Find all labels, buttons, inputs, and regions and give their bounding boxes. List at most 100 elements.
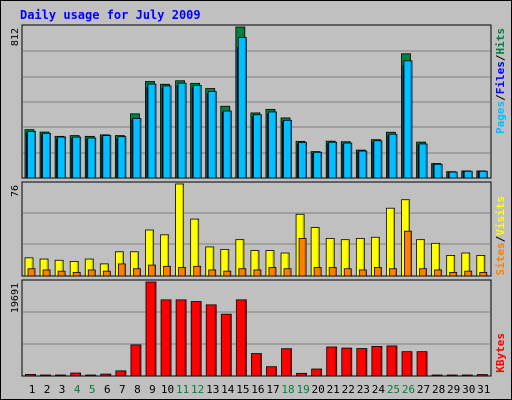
sites-bar-day-20-shade <box>319 268 321 276</box>
sites-bar-day-20 <box>313 267 322 277</box>
sites-bar-day-17-shade <box>274 268 276 276</box>
kbytes-panel-legend: KBytes <box>494 333 507 373</box>
pages-bar-day-6 <box>102 135 112 179</box>
visits-bar-day-14-shade <box>227 249 229 276</box>
pages-bar-day-7 <box>117 136 127 179</box>
kbytes-bar-day-2 <box>40 374 51 377</box>
visits-bar-day-11-shade <box>182 184 184 276</box>
sites-bar-day-1 <box>27 268 36 277</box>
pages-bar-day-2 <box>42 132 51 179</box>
pages-bar-day-22-shade <box>350 143 352 178</box>
sites-bar-day-30 <box>464 270 473 277</box>
kbytes-bar-day-23 <box>356 348 368 377</box>
kbytes-bar-day-5-shade <box>94 375 96 376</box>
visits-bar-day-18-shade <box>287 253 289 276</box>
kbytes-bar-day-16 <box>250 353 262 377</box>
pages-bar-day-21-shade <box>335 142 337 178</box>
kbytes-bar-day-23-shade <box>365 349 367 376</box>
pages-bar-day-8 <box>132 118 142 179</box>
sites-bar-day-12-shade <box>199 266 201 276</box>
sites-bar-day-25-shade <box>394 269 397 276</box>
kbytes-bar-day-7-shade <box>124 371 126 376</box>
x-tick-label-26: 26 <box>402 383 415 396</box>
kbytes-bar-day-19 <box>296 372 307 377</box>
sites-bar-day-28 <box>434 269 443 277</box>
pages-bar-day-12-shade <box>199 85 201 178</box>
kbytes-bar-day-1-shade <box>34 374 36 376</box>
kbytes-bar-day-4-shade <box>79 373 81 376</box>
sites-bar-day-7-shade <box>123 264 126 276</box>
sites-bar-day-29-shade <box>455 272 457 276</box>
visits-bars <box>24 183 488 277</box>
sites-bar-day-12 <box>193 265 202 277</box>
x-tick-label-28: 28 <box>432 383 445 396</box>
pages-bar-day-30 <box>463 170 473 179</box>
sites-bar-day-10-shade <box>169 266 171 276</box>
kbytes-bar-day-11-shade <box>184 300 186 376</box>
legend-pages: Pages <box>494 101 507 134</box>
sites-bar-day-24-shade <box>379 268 382 276</box>
kbytes-bar-day-18-shade <box>290 349 292 376</box>
sites-bar-day-26-shade <box>410 231 412 276</box>
sites-bar-day-11-shade <box>184 268 186 276</box>
kbytes-bar-day-6 <box>100 373 112 377</box>
pages-bar-day-30-shade <box>470 171 472 178</box>
legend-slash-1: / <box>494 94 507 101</box>
x-tick-label-16: 16 <box>251 383 264 396</box>
pages-bar-day-14-shade <box>229 111 231 178</box>
sites-bar-day-31-shade <box>485 272 487 276</box>
visits-bar-day-30-shade <box>468 253 470 276</box>
x-tick-label-21: 21 <box>327 383 340 396</box>
kbytes-bar-day-7 <box>115 370 127 377</box>
sites-bar-day-29 <box>449 271 458 277</box>
x-tick-label-10: 10 <box>161 383 174 396</box>
pages-bar-day-3-shade <box>64 137 66 178</box>
hits-panel: 812 Pages/Files/Hits <box>10 24 507 179</box>
visits-bar-day-13-shade <box>212 247 214 276</box>
visits-bar-day-10-shade <box>167 235 169 276</box>
kbytes-bar-day-22-shade <box>350 348 352 376</box>
pages-bar-day-4-shade <box>79 137 81 178</box>
sites-bar-day-4 <box>72 271 81 277</box>
visits-bar-day-17-shade <box>272 251 274 276</box>
sites-bar-day-9 <box>148 264 156 277</box>
kbytes-bar-day-6-shade <box>109 374 111 376</box>
pages-bar-day-26 <box>403 60 413 179</box>
kbytes-panel: 19691 KBytes <box>10 279 507 377</box>
pages-bar-day-5 <box>87 137 97 179</box>
pages-bar-day-18-shade <box>290 120 292 178</box>
pages-bar-day-6-shade <box>109 136 111 178</box>
visits-panel: 76 Sites/Visits <box>10 181 507 277</box>
pages-bar-day-5-shade <box>94 138 96 178</box>
kbytes-bar-day-12-shade <box>199 302 201 376</box>
sites-bar-day-9-shade <box>153 265 156 276</box>
x-tick-label-17: 17 <box>266 383 279 396</box>
visits-bar-day-2-shade <box>46 259 48 276</box>
pages-bar-day-16 <box>252 114 262 179</box>
x-tick-label-2: 2 <box>44 383 51 396</box>
kbytes-bar-day-26-shade <box>410 352 412 376</box>
x-tick-label-1: 1 <box>29 383 36 396</box>
kbytes-bar-day-20-shade <box>320 369 322 376</box>
x-tick-label-5: 5 <box>89 383 96 396</box>
sites-bar-day-5-shade <box>93 270 95 276</box>
visits-bar-day-1-shade <box>31 258 33 276</box>
kbytes-bar-day-11 <box>175 299 187 377</box>
kbytes-bar-day-9 <box>145 281 157 377</box>
kbytes-bar-day-24-shade <box>380 346 382 376</box>
x-tick-label-20: 20 <box>312 383 325 396</box>
sites-bar-day-26 <box>404 230 412 277</box>
sites-bar-day-2-shade <box>48 270 50 276</box>
kbytes-bar-day-10-shade <box>169 300 171 376</box>
pages-bar-day-13-shade <box>214 92 216 178</box>
x-tick-label-7: 7 <box>119 383 126 396</box>
sites-bar-day-30-shade <box>470 271 472 276</box>
kbytes-bar-day-1 <box>25 374 36 377</box>
kbytes-bar-day-29-shade <box>455 375 457 376</box>
sites-bar-day-3 <box>57 270 66 277</box>
pages-bar-day-21 <box>328 141 338 179</box>
pages-bar-day-15 <box>237 37 247 179</box>
sites-bar-day-10 <box>163 265 171 277</box>
pages-bar-day-3 <box>57 136 67 179</box>
